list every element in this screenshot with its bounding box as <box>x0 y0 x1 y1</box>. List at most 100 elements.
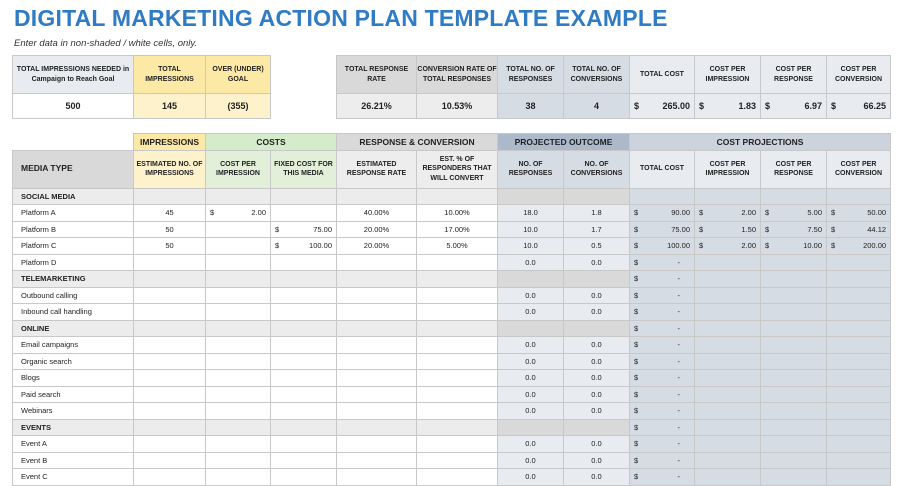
estimated-no-of-impressions-cell[interactable] <box>133 402 206 420</box>
est-of-responders-that-will-convert-cell[interactable] <box>416 286 498 304</box>
estimated-no-of-impressions-cell[interactable] <box>133 352 206 370</box>
est-of-responders-that-will-convert-cell[interactable] <box>416 435 498 453</box>
fixed-cost-for-this-media-cell[interactable] <box>270 204 337 222</box>
cost-per-impression-cell[interactable] <box>205 286 271 304</box>
amount: 7.50 <box>807 224 823 234</box>
est-of-responders-that-will-convert-cell[interactable]: 17.00% <box>416 220 498 238</box>
est-of-responders-that-will-convert-cell[interactable] <box>416 253 498 271</box>
currency-symbol: $ <box>275 241 280 251</box>
est-of-responders-that-will-convert-cell[interactable] <box>416 352 498 370</box>
est-of-responders-that-will-convert-cell[interactable] <box>416 369 498 387</box>
estimated-no-of-impressions-cell[interactable]: 50 <box>133 220 206 238</box>
est-of-responders-that-will-convert-cell[interactable] <box>416 402 498 420</box>
fixed-cost-for-this-media-cell[interactable] <box>270 369 337 387</box>
fixed-cost-for-this-media-cell[interactable] <box>270 286 337 304</box>
est-of-responders-that-will-convert-cell[interactable] <box>416 451 498 469</box>
estimated-no-of-impressions-cell[interactable]: 50 <box>133 237 206 255</box>
no-of-conversions-cell: 1.7 <box>562 220 631 238</box>
fixed-cost-for-this-media-cell[interactable] <box>270 253 337 271</box>
estimated-no-of-impressions-cell[interactable] <box>133 286 206 304</box>
estimated-no-of-impressions-cell[interactable] <box>133 253 206 271</box>
cost-per-impression-cell <box>694 451 762 469</box>
media-type-label: Inbound call handling <box>12 303 134 321</box>
estimated-response-rate-cell[interactable] <box>336 286 417 304</box>
media-type-label: Platform C <box>12 237 134 255</box>
estimated-no-of-impressions-cell[interactable] <box>133 369 206 387</box>
estimated-response-rate-cell[interactable]: 20.00% <box>336 237 417 255</box>
money-cell: $ - <box>631 406 694 415</box>
fixed-cost-for-this-media-cell[interactable] <box>270 402 337 420</box>
estimated-no-of-impressions-cell[interactable]: 45 <box>133 204 206 222</box>
estimated-response-rate-cell[interactable] <box>336 369 417 387</box>
fixed-cost-for-this-media-cell[interactable] <box>270 451 337 469</box>
cost-per-impression-cell[interactable] <box>205 369 271 387</box>
media-type-label: Email campaigns <box>12 336 134 354</box>
cost-per-impression-cell[interactable] <box>205 352 271 370</box>
est-of-responders-that-will-convert-cell[interactable] <box>416 336 498 354</box>
currency-symbol: $ <box>699 208 704 218</box>
cost-per-impression-cell[interactable] <box>205 253 271 271</box>
fixed-cost-for-this-media-cell[interactable] <box>270 385 337 403</box>
total-cost-cell: $ - <box>629 336 696 354</box>
cost-per-impression-cell[interactable] <box>205 303 271 321</box>
estimated-no-of-impressions-cell[interactable] <box>133 385 206 403</box>
column-header-cost-per-impression: COST PER IMPRESSION <box>205 149 271 189</box>
estimated-no-of-impressions-cell[interactable] <box>133 303 206 321</box>
money-cell: $ - <box>631 357 694 366</box>
estimated-response-rate-cell <box>336 187 417 205</box>
estimated-no-of-impressions-cell[interactable] <box>133 336 206 354</box>
cost-per-impression-cell[interactable] <box>205 385 271 403</box>
cost-per-response-cell <box>760 336 828 354</box>
estimated-response-rate-cell[interactable] <box>336 352 417 370</box>
cost-per-response-value: $6.97 <box>760 93 827 119</box>
estimated-response-rate-cell[interactable]: 40.00% <box>336 204 417 222</box>
money-cell: $265.00 <box>631 101 694 111</box>
est-of-responders-that-will-convert-cell[interactable]: 5.00% <box>416 237 498 255</box>
estimated-response-rate-cell[interactable] <box>336 451 417 469</box>
est-of-responders-that-will-convert-cell[interactable] <box>416 468 498 486</box>
estimated-response-rate-cell[interactable] <box>336 385 417 403</box>
cost-per-impression-cell[interactable] <box>205 336 271 354</box>
money-cell: $6.97 <box>762 101 826 111</box>
estimated-no-of-impressions-cell[interactable] <box>133 451 206 469</box>
no-of-responses-cell: 0.0 <box>497 303 564 321</box>
est-of-responders-that-will-convert-cell[interactable] <box>416 303 498 321</box>
total-impressions-value: 145 <box>133 93 206 119</box>
cost-per-impression-cell[interactable] <box>205 451 271 469</box>
cost-per-impression-cell[interactable]: $2.00 <box>205 204 271 222</box>
fixed-cost-for-this-media-cell[interactable] <box>270 303 337 321</box>
estimated-response-rate-cell[interactable] <box>336 336 417 354</box>
fixed-cost-for-this-media-cell[interactable] <box>270 352 337 370</box>
media-type-label: Blogs <box>12 369 134 387</box>
impressions-needed-input[interactable]: 500 <box>12 93 134 119</box>
fixed-cost-for-this-media-cell[interactable] <box>270 468 337 486</box>
estimated-no-of-impressions-cell[interactable] <box>133 468 206 486</box>
fixed-cost-for-this-media-cell[interactable] <box>270 336 337 354</box>
money-cell: $ - <box>631 373 694 382</box>
estimated-response-rate-cell[interactable] <box>336 468 417 486</box>
amount: - <box>677 455 681 465</box>
estimated-response-rate-cell[interactable]: 20.00% <box>336 220 417 238</box>
fixed-cost-for-this-media-cell[interactable] <box>270 435 337 453</box>
cost-per-impression-cell[interactable] <box>205 402 271 420</box>
estimated-no-of-impressions-cell[interactable] <box>133 435 206 453</box>
currency-symbol: $ <box>634 422 639 432</box>
est-of-responders-that-will-convert-cell[interactable]: 10.00% <box>416 204 498 222</box>
no-of-responses-cell: 0.0 <box>497 369 564 387</box>
est-of-responders-that-will-convert-cell[interactable] <box>416 385 498 403</box>
estimated-response-rate-cell[interactable] <box>336 402 417 420</box>
cost-per-impression-cell[interactable] <box>205 237 271 255</box>
estimated-response-rate-cell[interactable] <box>336 435 417 453</box>
no-of-conversions-cell: 0.0 <box>562 352 631 370</box>
cost-per-impression-cell[interactable] <box>205 220 271 238</box>
cost-per-impression-cell[interactable] <box>205 435 271 453</box>
estimated-response-rate-cell[interactable] <box>336 253 417 271</box>
cost-per-impression-cell[interactable] <box>205 468 271 486</box>
cost-per-impression-cell <box>205 319 271 337</box>
fixed-cost-for-this-media-cell[interactable]: $100.00 <box>270 237 337 255</box>
estimated-response-rate-cell[interactable] <box>336 303 417 321</box>
amount: 10.00 <box>803 241 823 251</box>
header-cost-per-impression: COST PER IMPRESSION <box>694 55 761 94</box>
total-cost-cell: $ - <box>629 253 696 271</box>
fixed-cost-for-this-media-cell[interactable]: $75.00 <box>270 220 337 238</box>
